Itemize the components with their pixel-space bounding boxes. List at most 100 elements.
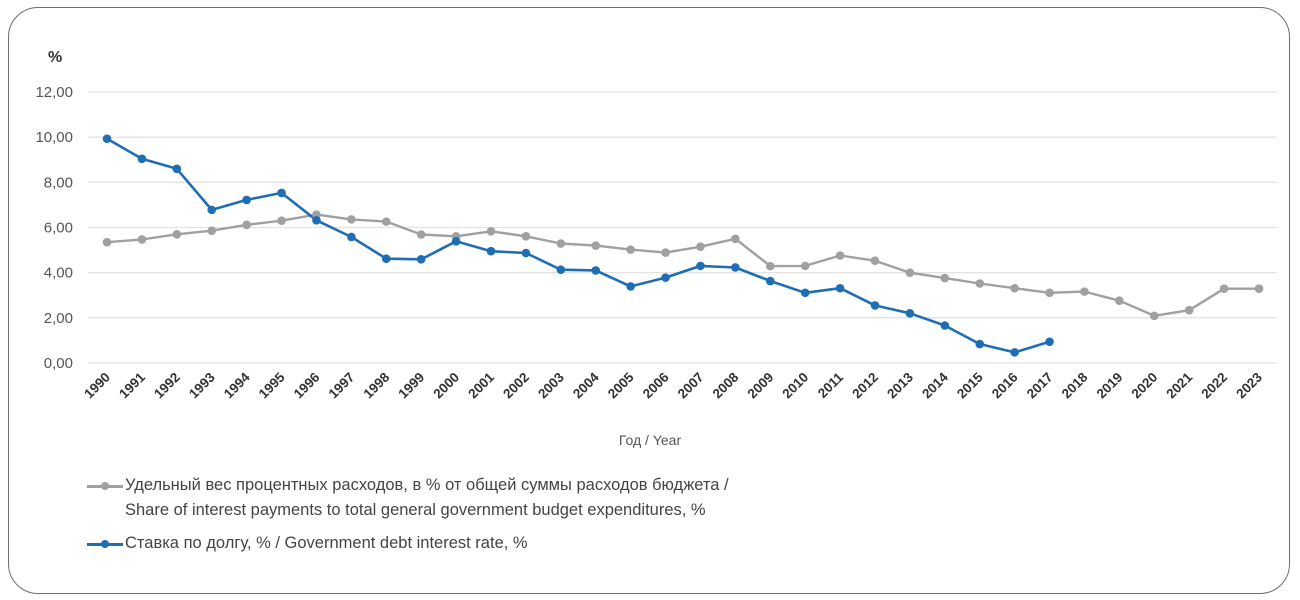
x-tick-label: 1990 xyxy=(81,370,113,402)
data-point-1-2002 xyxy=(521,248,531,258)
legend-marker-blue xyxy=(87,531,123,556)
data-point-0-1997 xyxy=(347,215,356,224)
data-point-0-2022 xyxy=(1219,284,1229,294)
data-point-0-1990 xyxy=(102,237,112,247)
data-point-0-2002 xyxy=(521,232,531,241)
gridlines xyxy=(88,91,1277,364)
data-point-0-2001 xyxy=(486,227,496,236)
data-point-0-1991 xyxy=(137,235,147,244)
series-points xyxy=(102,134,1264,357)
data-point-0-2011 xyxy=(835,251,845,260)
x-tick-label: 2012 xyxy=(849,370,881,402)
data-point-0-2015 xyxy=(975,279,985,288)
x-tick-label: 2023 xyxy=(1233,369,1265,401)
chart-frame xyxy=(8,7,1290,594)
data-point-1-1995 xyxy=(277,188,286,198)
x-tick-label: 1997 xyxy=(326,370,358,402)
data-point-0-2005 xyxy=(626,245,635,254)
x-tick-label: 1993 xyxy=(186,369,218,401)
data-point-0-2006 xyxy=(661,248,670,257)
y-tick-label: 12,00 xyxy=(35,84,73,101)
data-point-0-2010 xyxy=(800,261,810,271)
y-axis-ticks: 0,00 2,00 4,00 6,00 8,00 10,00 12,00 xyxy=(35,84,73,372)
data-point-1-2012 xyxy=(870,301,880,310)
data-point-0-1994 xyxy=(242,220,251,230)
legend-label-share-line1: Удельный вес процентных расходов, в % от… xyxy=(125,476,729,494)
x-tick-label: 2020 xyxy=(1129,370,1161,402)
data-point-0-2021 xyxy=(1184,305,1194,315)
legend-item-share: Удельный вес процентных расходов, в % от… xyxy=(87,473,729,523)
x-tick-label: 2022 xyxy=(1198,370,1230,402)
data-point-1-1997 xyxy=(347,232,356,242)
x-tick-label: 2001 xyxy=(465,369,497,401)
x-tick-label: 1991 xyxy=(116,369,148,401)
data-point-1-2004 xyxy=(591,266,601,275)
data-point-0-2012 xyxy=(870,256,880,265)
series-line-1 xyxy=(106,137,1050,354)
data-point-1-2016 xyxy=(1010,348,1019,357)
data-point-1-1991 xyxy=(137,154,147,164)
data-point-1-1996 xyxy=(312,215,321,225)
x-tick-label: 1996 xyxy=(291,369,323,401)
x-tick-label: 1994 xyxy=(221,369,253,401)
x-tick-label: 2018 xyxy=(1059,369,1091,401)
x-tick-label: 2002 xyxy=(500,370,532,402)
data-point-0-1993 xyxy=(207,226,217,235)
x-tick-label: 2019 xyxy=(1094,370,1126,402)
x-tick-label: 2005 xyxy=(605,369,637,401)
legend-label-share-line2: Share of interest payments to total gene… xyxy=(125,501,706,519)
data-point-0-1998 xyxy=(381,217,391,226)
y-unit-label: % xyxy=(48,49,62,66)
data-point-0-2014 xyxy=(940,273,950,283)
data-point-0-1992 xyxy=(172,229,182,239)
y-tick-label: 0,00 xyxy=(44,355,73,372)
x-tick-label: 2016 xyxy=(989,369,1021,401)
x-tick-label: 2007 xyxy=(675,370,707,402)
data-point-1-2007 xyxy=(696,261,705,271)
data-point-0-2020 xyxy=(1149,311,1159,321)
data-point-1-1999 xyxy=(416,255,426,264)
data-point-0-2017 xyxy=(1045,288,1054,298)
data-point-0-2003 xyxy=(556,239,566,248)
series-line-0 xyxy=(106,213,1259,317)
data-point-1-2015 xyxy=(975,339,985,349)
x-tick-label: 2009 xyxy=(745,370,777,402)
x-tick-label: 1999 xyxy=(395,370,427,402)
legend-marker-gray xyxy=(87,473,123,498)
data-point-1-2014 xyxy=(940,321,950,330)
data-point-1-2008 xyxy=(731,263,740,272)
data-point-0-2009 xyxy=(765,261,775,271)
data-point-0-2023 xyxy=(1254,284,1264,294)
data-point-1-2013 xyxy=(905,309,915,318)
data-point-0-2016 xyxy=(1010,283,1019,293)
data-point-1-2009 xyxy=(765,276,775,286)
y-tick-label: 10,00 xyxy=(35,129,73,146)
x-tick-label: 1998 xyxy=(361,369,393,401)
data-point-1-2011 xyxy=(835,283,845,293)
data-point-1-1994 xyxy=(242,195,251,205)
x-tick-label: 2003 xyxy=(535,369,567,401)
x-tick-label: 2000 xyxy=(430,370,462,402)
data-point-0-1999 xyxy=(416,230,426,239)
data-point-1-1993 xyxy=(207,205,217,215)
data-point-0-2018 xyxy=(1080,287,1089,296)
x-tick-label: 2015 xyxy=(954,369,986,401)
x-tick-label: 2010 xyxy=(779,370,811,402)
data-point-1-1998 xyxy=(381,254,391,263)
x-axis-title: Год / Year xyxy=(619,432,682,448)
data-point-0-2019 xyxy=(1115,296,1124,305)
data-point-1-2005 xyxy=(626,282,635,291)
data-point-1-1990 xyxy=(102,134,112,144)
legend-label-rate: Ставка по долгу, % / Government debt int… xyxy=(125,534,528,552)
x-tick-label: 2004 xyxy=(570,369,602,401)
data-point-0-2013 xyxy=(905,268,915,277)
data-point-1-2001 xyxy=(486,246,496,256)
y-tick-label: 4,00 xyxy=(44,265,73,282)
y-tick-label: 6,00 xyxy=(44,220,73,237)
data-point-1-2010 xyxy=(800,288,810,298)
data-point-1-2006 xyxy=(661,273,670,282)
x-tick-label: 2017 xyxy=(1024,370,1056,402)
x-axis-ticks: 1990 1991 1992 1993 1994 1995 1996 1997 1998 1999… xyxy=(81,369,1265,401)
data-point-1-2000 xyxy=(451,236,461,246)
